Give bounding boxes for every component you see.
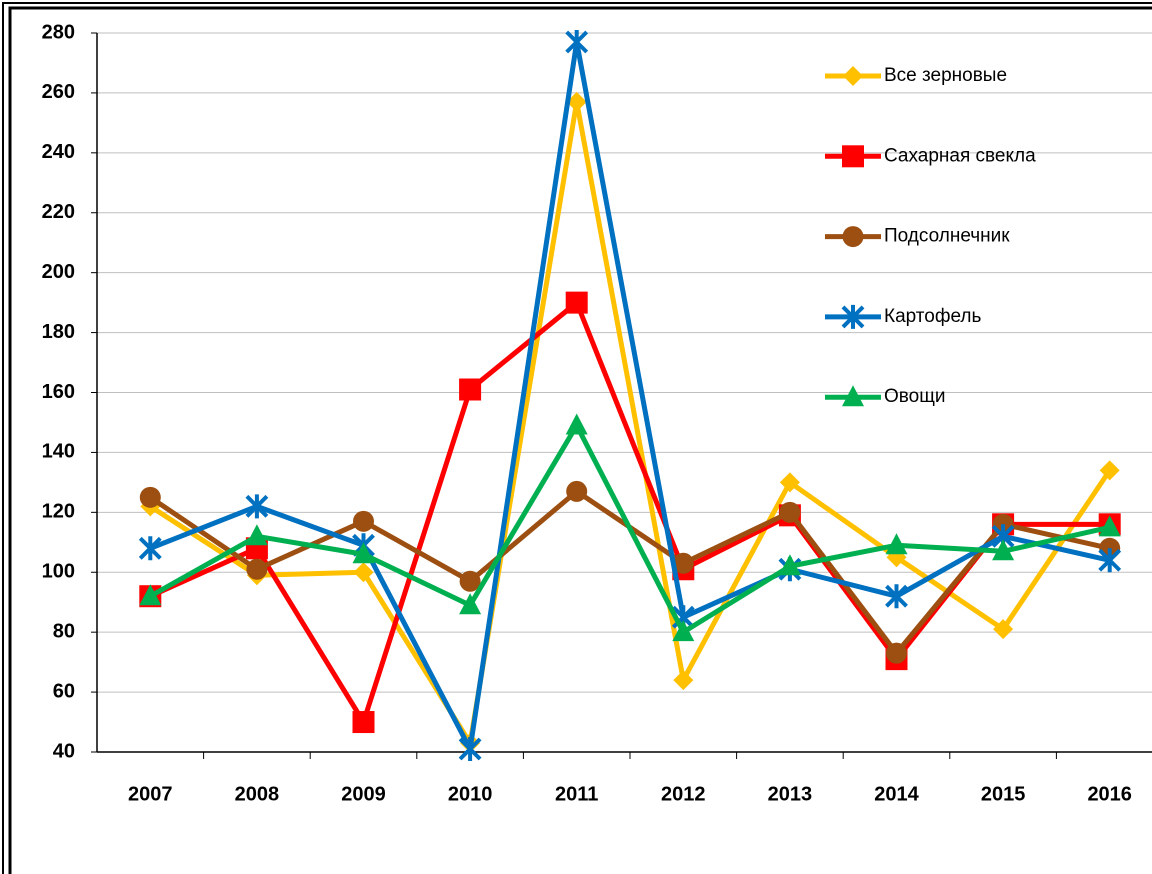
legend-label: Сахарная свекла (884, 145, 1036, 166)
marker-star (458, 737, 482, 762)
marker-circle (566, 480, 588, 502)
x-tick-label: 2016 (1087, 783, 1132, 805)
y-tick-label: 280 (42, 21, 75, 43)
marker-circle (353, 510, 374, 532)
x-tick-label: 2012 (661, 783, 706, 805)
y-tick-label: 100 (42, 561, 75, 583)
marker-triangle (778, 554, 801, 576)
series-line (149, 422, 1111, 635)
marker-star (885, 584, 908, 609)
y-tick-label: 200 (42, 261, 75, 283)
marker-diamond (353, 562, 374, 583)
y-tick-label: 140 (42, 441, 75, 463)
marker-square (842, 145, 864, 168)
marker-triangle (672, 620, 695, 642)
marker-circle (459, 570, 481, 592)
marker-triangle (842, 385, 864, 407)
marker-triangle (245, 524, 268, 546)
x-tick-label: 2010 (448, 783, 493, 805)
marker-diamond (843, 66, 863, 86)
legend-label: Все зерновые (884, 65, 1007, 86)
marker-diamond (673, 670, 694, 691)
y-tick-label: 40 (53, 740, 75, 762)
y-tick-label: 180 (42, 321, 75, 343)
marker-square (459, 378, 482, 401)
marker-circle (246, 558, 268, 580)
marker-triangle (459, 593, 482, 615)
y-tick-label: 260 (42, 81, 75, 103)
x-tick-label: 2007 (128, 783, 173, 805)
marker-triangle (885, 533, 908, 555)
legend-label: Подсолнечник (884, 226, 1010, 247)
marker-diamond (993, 619, 1014, 640)
marker-triangle (1098, 515, 1121, 537)
series-line (149, 39, 1111, 752)
marker-circle (139, 486, 161, 508)
y-tick-label: 160 (42, 381, 75, 403)
marker-star (565, 29, 589, 54)
marker-star (245, 494, 269, 519)
marker-star (841, 304, 865, 329)
y-tick-label: 120 (42, 501, 75, 523)
x-tick-label: 2014 (874, 783, 919, 805)
x-tick-label: 2015 (981, 783, 1026, 805)
marker-diamond (566, 91, 587, 112)
marker-diamond (1099, 460, 1120, 481)
marker-circle (842, 226, 864, 248)
y-tick-label: 220 (42, 201, 75, 223)
x-tick-label: 2011 (555, 783, 598, 805)
y-tick-label: 80 (53, 620, 75, 642)
marker-triangle (352, 542, 375, 564)
legend-label: Овощи (884, 386, 945, 407)
marker-circle (779, 501, 801, 523)
x-tick-label: 2013 (768, 783, 813, 805)
frame-inner (8, 6, 1152, 874)
marker-square (352, 711, 375, 734)
marker-star (138, 536, 162, 561)
marker-triangle (139, 584, 162, 606)
marker-circle (886, 642, 907, 664)
legend-label: Картофель (884, 306, 981, 327)
y-tick-label: 60 (53, 680, 75, 702)
marker-triangle (992, 539, 1015, 561)
marker-star (1098, 548, 1122, 573)
x-tick-label: 2009 (341, 783, 386, 805)
marker-triangle (565, 413, 588, 435)
marker-square (565, 291, 588, 314)
marker-diamond (779, 472, 800, 493)
y-tick-label: 240 (42, 141, 75, 163)
x-tick-label: 2008 (235, 783, 280, 805)
marker-circle (672, 552, 694, 574)
